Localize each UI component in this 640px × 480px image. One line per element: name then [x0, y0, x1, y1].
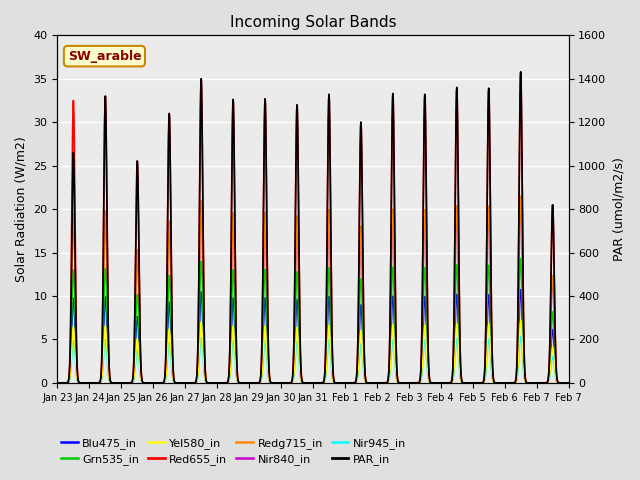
Legend: Blu475_in, Grn535_in, Yel580_in, Red655_in, Redg715_in, Nir840_in, Nir945_in, PA: Blu475_in, Grn535_in, Yel580_in, Red655_…	[57, 433, 410, 469]
Y-axis label: PAR (umol/m2/s): PAR (umol/m2/s)	[612, 157, 625, 261]
Title: Incoming Solar Bands: Incoming Solar Bands	[230, 15, 396, 30]
Y-axis label: Solar Radiation (W/m2): Solar Radiation (W/m2)	[15, 136, 28, 282]
Text: SW_arable: SW_arable	[68, 49, 141, 63]
